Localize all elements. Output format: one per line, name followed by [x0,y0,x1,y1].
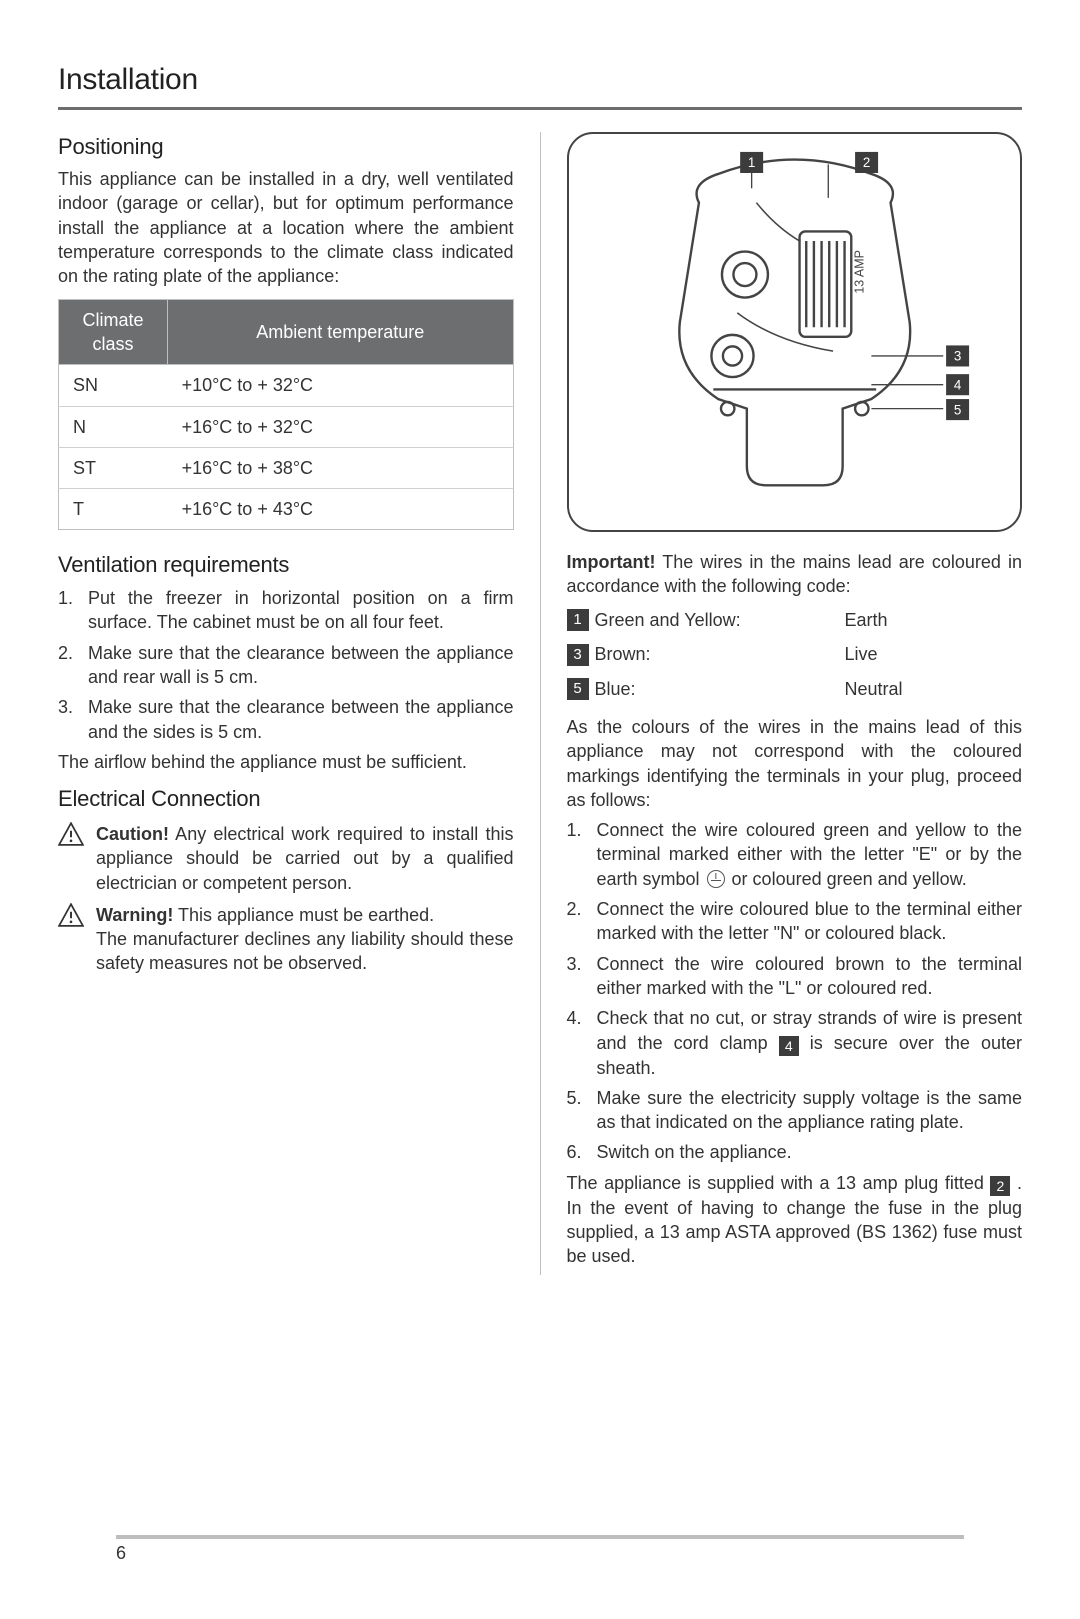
wire-row: 3 Brown: Live [567,642,1023,666]
positioning-heading: Positioning [58,132,514,162]
wire-value: Earth [845,608,1023,632]
tail-para: The appliance is supplied with a 13 amp … [567,1171,1023,1269]
page-title: Installation [58,60,1022,101]
climate-header-class: Climate class [59,299,168,365]
right-column: 13 AMP 1 2 3 4 5 Important! The wires in… [567,132,1023,1275]
inline-badge-4: 4 [779,1036,799,1056]
two-column-layout: Positioning This appliance can be instal… [58,132,1022,1275]
climate-cell: +16°C to + 43°C [168,489,513,530]
caution-text: Caution! Any electrical work required to… [96,822,514,895]
list-item: Connect the wire coloured brown to the t… [567,952,1023,1001]
tail-pre: The appliance is supplied with a 13 amp … [567,1173,991,1193]
wire-label: Blue: [595,677,845,701]
left-column: Positioning This appliance can be instal… [58,132,514,1275]
climate-cell: +10°C to + 32°C [168,365,513,406]
diagram-badge-4: 4 [953,377,961,392]
warning-triangle-icon [58,903,84,927]
climate-cell: +16°C to + 32°C [168,406,513,447]
step1-post: or coloured green and yellow. [727,869,967,889]
table-row: N +16°C to + 32°C [59,406,514,447]
proceed-para: As the colours of the wires in the mains… [567,715,1023,812]
column-divider [540,132,541,1275]
list-item: Switch on the appliance. [567,1140,1023,1164]
caution-triangle-icon [58,822,84,846]
list-item: Connect the wire coloured blue to the te… [567,897,1023,946]
climate-cell: +16°C to + 38°C [168,447,513,488]
wire-label: Brown: [595,642,845,666]
fuse-text: 13 AMP [852,250,866,294]
warning-label: Warning! [96,905,173,925]
wiring-steps: Connect the wire coloured green and yell… [567,818,1023,1165]
footer-rule [116,1535,964,1539]
diagram-badge-1: 1 [747,155,754,170]
list-item: Check that no cut, or stray strands of w… [567,1006,1023,1080]
warning-body: This appliance must be earthed. [173,905,434,925]
caution-block: Caution! Any electrical work required to… [58,822,514,895]
warning-text: Warning! This appliance must be earthed.… [96,903,514,976]
wire-label: Green and Yellow: [595,608,845,632]
ventilation-heading: Ventilation requirements [58,550,514,580]
list-item: Make sure that the clearance between the… [58,695,514,744]
wire-value: Live [845,642,1023,666]
climate-header-temp: Ambient temperature [168,299,513,365]
electrical-heading: Electrical Connection [58,784,514,814]
wire-colour-table: 1 Green and Yellow: Earth 3 Brown: Live … [567,608,1023,701]
positioning-para: This appliance can be installed in a dry… [58,167,514,288]
diagram-badge-3: 3 [953,348,960,363]
title-rule [58,107,1022,110]
climate-cell: SN [59,365,168,406]
diagram-badge-2: 2 [862,155,869,170]
wire-row: 1 Green and Yellow: Earth [567,608,1023,632]
climate-cell: ST [59,447,168,488]
wire-badge: 5 [567,678,589,700]
climate-cell: N [59,406,168,447]
climate-table: Climate class Ambient temperature SN +10… [58,299,514,531]
important-label: Important! [567,552,656,572]
diagram-badge-5: 5 [953,402,960,417]
inline-badge-2: 2 [990,1176,1010,1196]
table-row: SN +10°C to + 32°C [59,365,514,406]
earth-symbol-icon [707,870,725,888]
caution-label: Caution! [96,824,169,844]
wire-badge: 3 [567,644,589,666]
table-row: ST +16°C to + 38°C [59,447,514,488]
important-para: Important! The wires in the mains lead a… [567,550,1023,599]
list-item: Make sure the electricity supply voltage… [567,1086,1023,1135]
list-item: Put the freezer in horizontal position o… [58,586,514,635]
plug-diagram-svg: 13 AMP 1 2 3 4 5 [583,150,1007,514]
ventilation-list: Put the freezer in horizontal position o… [58,586,514,744]
wire-badge: 1 [567,609,589,631]
warning-line2: The manufacturer declines any liability … [96,929,514,973]
climate-cell: T [59,489,168,530]
plug-diagram: 13 AMP 1 2 3 4 5 [567,132,1023,532]
ventilation-after: The airflow behind the appliance must be… [58,750,514,774]
wire-row: 5 Blue: Neutral [567,677,1023,701]
wire-value: Neutral [845,677,1023,701]
list-item: Connect the wire coloured green and yell… [567,818,1023,891]
page-number: 6 [116,1541,126,1565]
list-item: Make sure that the clearance between the… [58,641,514,690]
warning-block: Warning! This appliance must be earthed.… [58,903,514,976]
table-row: T +16°C to + 43°C [59,489,514,530]
